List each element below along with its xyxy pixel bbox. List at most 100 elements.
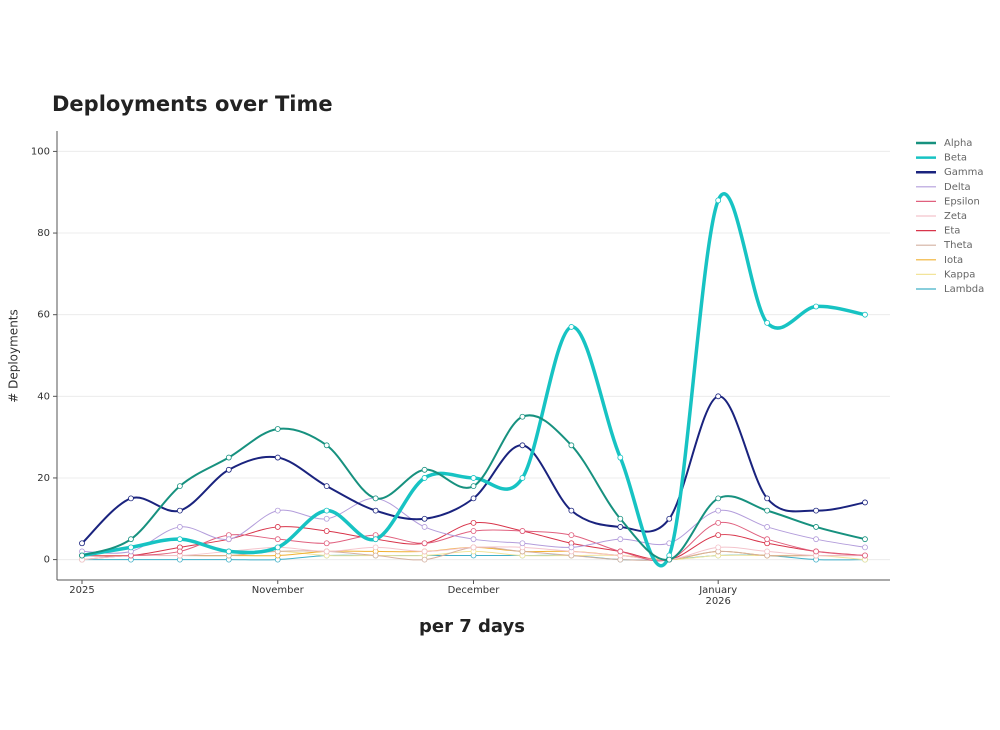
- x-tick-label: November: [251, 585, 304, 596]
- y-tick-label: 0: [44, 555, 50, 566]
- data-point: [79, 552, 85, 559]
- chart-title: Deployments over Time: [52, 92, 333, 116]
- data-point: [274, 454, 281, 461]
- data-point: [862, 544, 868, 551]
- data-point: [470, 483, 477, 490]
- data-point: [813, 548, 819, 555]
- legend-label: Eta: [944, 226, 960, 237]
- data-point: [274, 524, 281, 530]
- legend-label: Kappa: [944, 269, 975, 280]
- data-point: [470, 544, 477, 551]
- data-point: [813, 507, 819, 514]
- data-point: [470, 495, 477, 502]
- data-point: [764, 524, 771, 530]
- data-point: [519, 475, 526, 481]
- data-point: [176, 524, 183, 530]
- data-point: [372, 536, 379, 543]
- data-point: [813, 303, 819, 310]
- data-point: [372, 544, 379, 551]
- data-point: [372, 507, 379, 514]
- data-point: [225, 548, 232, 555]
- data-point: [813, 524, 819, 530]
- x-tick-label: December: [447, 585, 500, 596]
- data-point: [470, 475, 477, 481]
- data-point: [421, 540, 428, 547]
- data-point: [568, 544, 575, 551]
- legend-label: Iota: [944, 255, 963, 266]
- data-point: [715, 393, 722, 400]
- data-point: [764, 548, 771, 555]
- data-point: [666, 556, 673, 563]
- data-point: [470, 536, 477, 543]
- data-point: [666, 515, 673, 522]
- series-line: [81, 192, 866, 568]
- data-point: [421, 548, 428, 555]
- series-line: [81, 395, 866, 545]
- y-axis-title: # Deployments: [7, 309, 21, 403]
- data-point: [225, 466, 232, 473]
- data-point: [715, 519, 722, 526]
- data-point: [519, 413, 526, 420]
- legend-label: Theta: [943, 240, 973, 251]
- data-point: [128, 536, 134, 543]
- data-point: [715, 197, 722, 204]
- data-point: [128, 544, 134, 551]
- data-point: [617, 515, 624, 522]
- data-point: [323, 540, 330, 547]
- data-point: [323, 548, 330, 555]
- legend-label: Gamma: [944, 167, 984, 178]
- data-point: [568, 442, 575, 449]
- data-point: [764, 536, 771, 543]
- data-point: [519, 442, 526, 449]
- data-point: [715, 507, 722, 514]
- data-point: [372, 495, 379, 502]
- data-point: [225, 454, 232, 461]
- data-point: [568, 324, 575, 330]
- data-point: [568, 507, 575, 514]
- data-point: [274, 507, 281, 514]
- data-point: [372, 552, 379, 559]
- data-point: [617, 454, 624, 461]
- legend-label: Delta: [944, 182, 971, 193]
- legend-label: Beta: [944, 153, 967, 164]
- legend-label: Lambda: [944, 284, 984, 295]
- y-tick-label: 100: [31, 146, 50, 157]
- data-point: [862, 536, 868, 543]
- data-point: [764, 495, 771, 502]
- data-point: [764, 507, 771, 514]
- data-point: [323, 528, 330, 534]
- y-tick-label: 40: [37, 391, 50, 402]
- data-point: [421, 475, 428, 481]
- data-point: [274, 536, 281, 543]
- data-point: [617, 536, 624, 543]
- data-point: [421, 524, 428, 530]
- data-point: [862, 311, 868, 318]
- data-point: [274, 426, 281, 432]
- data-point: [470, 528, 477, 534]
- data-point: [421, 466, 428, 473]
- data-point: [176, 536, 183, 543]
- y-tick-label: 80: [37, 228, 50, 239]
- data-point: [225, 536, 232, 543]
- data-point: [323, 483, 330, 490]
- data-point: [176, 483, 183, 490]
- data-point: [323, 515, 330, 522]
- y-tick-label: 60: [37, 310, 50, 321]
- data-point: [519, 528, 526, 534]
- data-point: [519, 540, 526, 547]
- x-tick-label: 2025: [69, 585, 95, 596]
- data-point: [715, 532, 722, 538]
- data-point: [617, 524, 624, 530]
- data-point: [715, 544, 722, 551]
- data-point: [274, 544, 281, 551]
- data-point: [715, 495, 722, 502]
- data-point: [323, 442, 330, 449]
- data-point: [470, 519, 477, 526]
- legend-label: Alpha: [944, 138, 972, 149]
- data-point: [421, 556, 428, 563]
- data-point: [617, 548, 624, 555]
- data-point: [323, 507, 330, 514]
- data-point: [421, 515, 428, 522]
